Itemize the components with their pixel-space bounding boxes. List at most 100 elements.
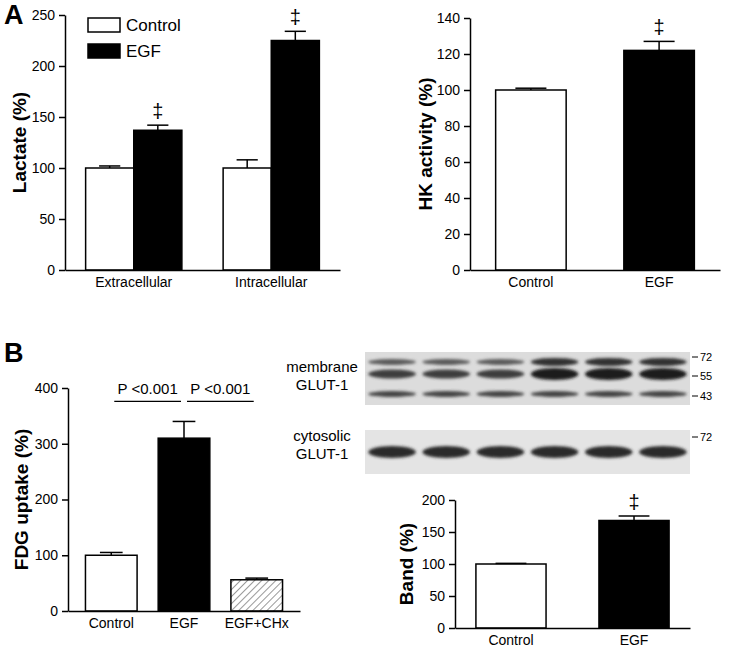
tick-label: 0 [437, 620, 445, 636]
tick: 100 [35, 547, 68, 563]
marker-label: 43 [700, 390, 712, 402]
blot-band [477, 391, 525, 397]
tick: 250 [32, 7, 65, 23]
blot-band [422, 446, 470, 458]
error-cap [496, 563, 527, 565]
legend: ControlEGF [88, 16, 181, 61]
axis-line [456, 628, 691, 630]
error-bar [173, 421, 196, 438]
tick-label: 300 [35, 436, 59, 452]
bar [134, 130, 182, 270]
annotation: ‡ [152, 100, 163, 122]
bar [231, 580, 283, 611]
blot-band [639, 358, 687, 366]
tick: 200 [422, 492, 455, 508]
axis-line [471, 270, 721, 272]
tick-mark [464, 54, 470, 56]
bar [223, 168, 271, 270]
tick-label: 60 [444, 154, 460, 170]
tick-mark [449, 596, 455, 598]
y-axis-title: Band (%) [396, 523, 417, 605]
tick: EGF [170, 611, 199, 631]
tick: EGF [645, 270, 674, 290]
marker-dash [692, 376, 698, 377]
tick-label: 200 [32, 58, 56, 74]
annotation: ‡ [290, 6, 301, 28]
tick-mark [464, 234, 470, 236]
blot-band [422, 391, 470, 397]
error-cap [237, 159, 258, 161]
tick: EGF+CHx [225, 611, 289, 631]
tick-mark [59, 15, 65, 17]
tick: 100 [32, 160, 65, 176]
tick: Intracellular [235, 270, 308, 290]
axis-line [66, 270, 341, 272]
blot-band [639, 391, 687, 397]
error-bar [99, 166, 120, 168]
blot-band [368, 359, 416, 365]
tick-mark [59, 168, 65, 170]
tick-label: EGF [170, 615, 199, 631]
tick-mark [62, 444, 68, 446]
y-axis-title: Lactate (%) [9, 92, 30, 193]
tick-label: EGF [620, 632, 649, 648]
tick-mark [62, 555, 68, 557]
tick-mark [464, 18, 470, 20]
blot-band [368, 446, 416, 458]
chart: ‡050100150200ControlEGFBand (%) [396, 491, 691, 648]
blot-band [531, 368, 579, 380]
tick-mark [464, 198, 470, 200]
tick-label: 200 [35, 491, 59, 507]
annotation: ‡ [654, 16, 665, 38]
bar [599, 520, 669, 628]
axis-line [65, 16, 67, 271]
x-axis: Control EGF EGF+CHx [69, 611, 301, 631]
tick-mark [449, 628, 455, 630]
tick: 40 [444, 190, 470, 206]
tick: 300 [35, 436, 68, 452]
blot-band [477, 359, 525, 365]
plot-area [476, 516, 669, 628]
blot-band [422, 359, 470, 365]
blot-label: GLUT-1 [296, 445, 349, 462]
bar [624, 50, 695, 270]
tick-mark [59, 270, 65, 272]
tick-label: 40 [444, 190, 460, 206]
blot-label: GLUT-1 [296, 376, 349, 393]
tick-label: 100 [32, 160, 56, 176]
tick-label: 150 [422, 524, 446, 540]
error-bar [147, 125, 168, 130]
tick: Control [89, 611, 134, 631]
legend-label: Control [126, 16, 181, 35]
tick-label: 140 [437, 10, 461, 26]
tick: 100 [437, 82, 470, 98]
error-cap [644, 41, 675, 43]
error-cap [515, 87, 546, 89]
tick-mark [449, 500, 455, 502]
marker-label: 72 [700, 351, 712, 363]
tick-label: 50 [39, 211, 55, 227]
y-axis: 0 50 100 150 200 250 [32, 7, 66, 278]
tick-label: EGF [645, 274, 674, 290]
tick: 150 [32, 109, 65, 125]
tick: 200 [35, 491, 68, 507]
error-bar [515, 88, 546, 90]
blot-band [422, 370, 470, 379]
error-bar [496, 563, 527, 565]
blot-band [477, 370, 525, 379]
tick-mark [464, 162, 470, 164]
tick-label: 120 [437, 46, 461, 62]
tick: 60 [444, 154, 470, 170]
error-bar [619, 516, 650, 520]
tick-label: Intracellular [235, 274, 308, 290]
tick-label: 0 [50, 603, 58, 619]
tick-label: 0 [47, 262, 55, 278]
tick-mark [62, 499, 68, 501]
tick-label: Control [488, 632, 533, 648]
annotation: ‡ [628, 491, 639, 513]
panel-label: A [4, 0, 24, 30]
comparison-label: P <0.001 [118, 380, 178, 397]
y-axis: 0100200300400 [35, 380, 69, 619]
tick: 50 [429, 588, 455, 604]
blot-band [585, 446, 633, 458]
